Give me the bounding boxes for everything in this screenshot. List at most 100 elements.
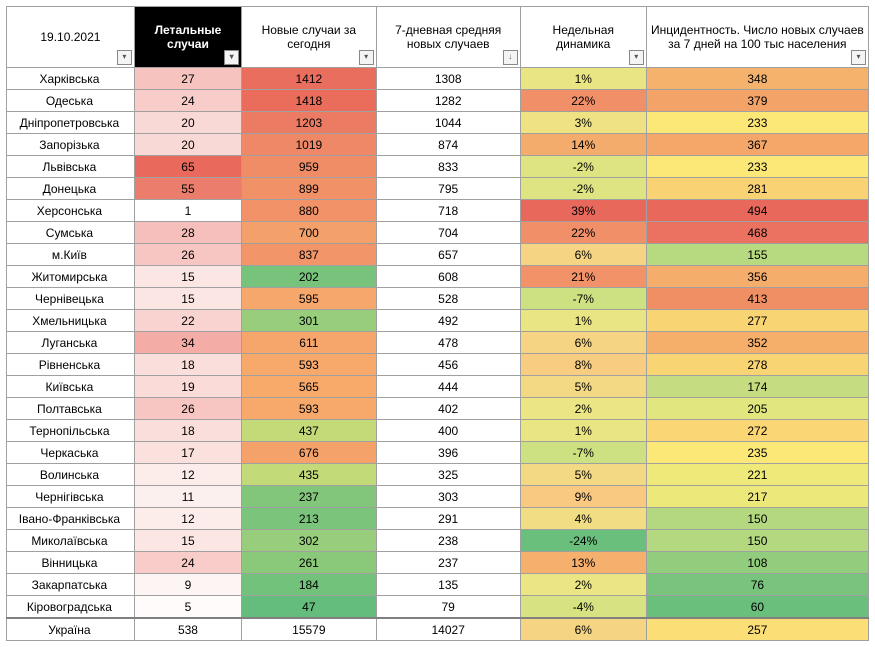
avg-cell: 79	[376, 596, 520, 619]
new-cases-cell: 261	[242, 552, 377, 574]
avg-cell: 795	[376, 178, 520, 200]
dynamics-cell: 4%	[520, 508, 646, 530]
incidence-cell: 348	[646, 68, 868, 90]
avg-cell: 608	[376, 266, 520, 288]
new-cases-cell: 15579	[242, 618, 377, 641]
dynamics-cell: 22%	[520, 90, 646, 112]
header-avg: 7-дневная средняя новых случаев ↓	[376, 7, 520, 68]
table-row: Донецька55899795-2%281	[7, 178, 869, 200]
region-cell: Чернівецька	[7, 288, 135, 310]
region-cell: Львівська	[7, 156, 135, 178]
table-row: Львівська65959833-2%233	[7, 156, 869, 178]
new-cases-cell: 959	[242, 156, 377, 178]
region-cell: Волинська	[7, 464, 135, 486]
sort-desc-icon[interactable]: ↓	[503, 50, 518, 65]
header-deaths-label: Летальные случаи	[155, 23, 222, 51]
avg-cell: 492	[376, 310, 520, 332]
table-row: Кіровоградська54779-4%60	[7, 596, 869, 619]
avg-cell: 657	[376, 244, 520, 266]
filter-icon[interactable]: ▾	[117, 50, 132, 65]
dynamics-cell: 13%	[520, 552, 646, 574]
incidence-cell: 272	[646, 420, 868, 442]
deaths-cell: 24	[134, 90, 241, 112]
avg-cell: 456	[376, 354, 520, 376]
dynamics-cell: 21%	[520, 266, 646, 288]
new-cases-cell: 837	[242, 244, 377, 266]
avg-cell: 135	[376, 574, 520, 596]
header-dyn-label: Недельная динамика	[553, 23, 614, 51]
new-cases-cell: 184	[242, 574, 377, 596]
filter-icon[interactable]: ▾	[629, 50, 644, 65]
header-incidence: Инцидентность. Число новых случаев за 7 …	[646, 7, 868, 68]
region-cell: Закарпатська	[7, 574, 135, 596]
table-row: Полтавська265934022%205	[7, 398, 869, 420]
deaths-cell: 15	[134, 266, 241, 288]
incidence-cell: 352	[646, 332, 868, 354]
deaths-cell: 538	[134, 618, 241, 641]
table-row: Рівненська185934568%278	[7, 354, 869, 376]
incidence-cell: 108	[646, 552, 868, 574]
avg-cell: 718	[376, 200, 520, 222]
dynamics-cell: 1%	[520, 68, 646, 90]
dynamics-cell: 39%	[520, 200, 646, 222]
dynamics-cell: -24%	[520, 530, 646, 552]
table-row: Хмельницька223014921%277	[7, 310, 869, 332]
dynamics-cell: 1%	[520, 420, 646, 442]
dynamics-cell: 6%	[520, 618, 646, 641]
new-cases-cell: 899	[242, 178, 377, 200]
incidence-cell: 150	[646, 508, 868, 530]
new-cases-cell: 301	[242, 310, 377, 332]
avg-cell: 303	[376, 486, 520, 508]
incidence-cell: 217	[646, 486, 868, 508]
table-row: Волинська124353255%221	[7, 464, 869, 486]
table-row: Київська195654445%174	[7, 376, 869, 398]
header-row: 19.10.2021 ▾ Летальные случаи ▾ Новые сл…	[7, 7, 869, 68]
region-cell: Черкаська	[7, 442, 135, 464]
incidence-cell: 235	[646, 442, 868, 464]
deaths-cell: 9	[134, 574, 241, 596]
table-row: Вінницька2426123713%108	[7, 552, 869, 574]
avg-cell: 238	[376, 530, 520, 552]
avg-cell: 1308	[376, 68, 520, 90]
filter-icon[interactable]: ▾	[359, 50, 374, 65]
avg-cell: 444	[376, 376, 520, 398]
table-row: м.Київ268376576%155	[7, 244, 869, 266]
incidence-cell: 257	[646, 618, 868, 641]
filter-icon[interactable]: ▾	[224, 50, 239, 65]
deaths-cell: 12	[134, 508, 241, 530]
region-cell: Донецька	[7, 178, 135, 200]
table-row: Житомирська1520260821%356	[7, 266, 869, 288]
region-cell: Україна	[7, 618, 135, 641]
deaths-cell: 1	[134, 200, 241, 222]
new-cases-cell: 880	[242, 200, 377, 222]
region-cell: Івано-Франківська	[7, 508, 135, 530]
region-cell: Кіровоградська	[7, 596, 135, 619]
table-row: Закарпатська91841352%76	[7, 574, 869, 596]
table-row: Україна53815579140276%257	[7, 618, 869, 641]
region-cell: Тернопільська	[7, 420, 135, 442]
avg-cell: 478	[376, 332, 520, 354]
new-cases-cell: 1418	[242, 90, 377, 112]
dynamics-cell: -7%	[520, 288, 646, 310]
filter-icon[interactable]: ▾	[851, 50, 866, 65]
region-cell: Запорізька	[7, 134, 135, 156]
new-cases-cell: 593	[242, 354, 377, 376]
header-new: Новые случаи за сегодня ▾	[242, 7, 377, 68]
deaths-cell: 18	[134, 354, 241, 376]
table-row: Черкаська17676396-7%235	[7, 442, 869, 464]
new-cases-cell: 595	[242, 288, 377, 310]
incidence-cell: 150	[646, 530, 868, 552]
table-row: Чернігівська112373039%217	[7, 486, 869, 508]
table-row: Миколаївська15302238-24%150	[7, 530, 869, 552]
table-row: Херсонська188071839%494	[7, 200, 869, 222]
avg-cell: 291	[376, 508, 520, 530]
table-row: Харківська27141213081%348	[7, 68, 869, 90]
region-cell: Київська	[7, 376, 135, 398]
table-row: Івано-Франківська122132914%150	[7, 508, 869, 530]
avg-cell: 833	[376, 156, 520, 178]
covid-stats-table: 19.10.2021 ▾ Летальные случаи ▾ Новые сл…	[6, 6, 869, 641]
new-cases-cell: 47	[242, 596, 377, 619]
region-cell: Хмельницька	[7, 310, 135, 332]
avg-cell: 874	[376, 134, 520, 156]
deaths-cell: 15	[134, 288, 241, 310]
